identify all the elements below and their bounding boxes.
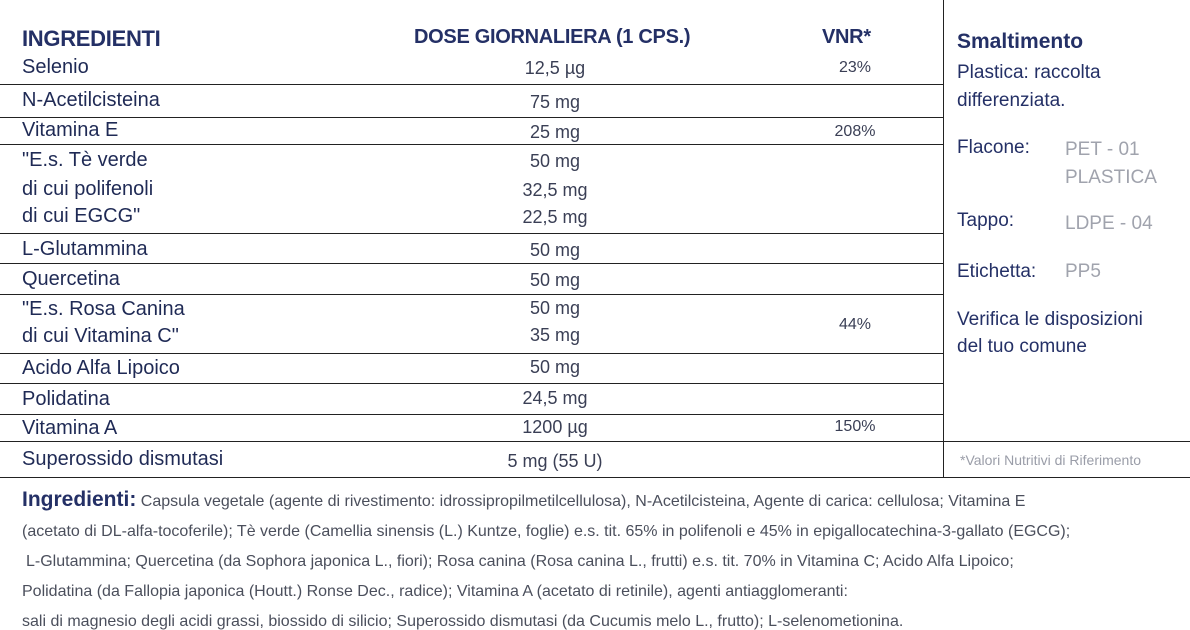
disposal-intro-cont: differenziata. (957, 90, 1066, 111)
disposal-title: Smaltimento (957, 30, 1084, 53)
ingredient-name: di cui polifenoli (22, 178, 154, 200)
ingredient-name: Superossido dismutasi (22, 448, 224, 470)
row-divider (0, 144, 943, 145)
ingredient-name: Vitamina E (22, 119, 119, 141)
ingredient-dose: 50 mg (529, 298, 581, 318)
row-divider (0, 383, 943, 384)
row-divider (0, 263, 943, 264)
vnr-header: VNR* (822, 26, 871, 48)
row-divider (0, 117, 943, 118)
dose-header: DOSE GIORNALIERA (1 CPS.) (414, 26, 691, 48)
row-divider (0, 84, 943, 85)
ingredients-line: sali di magnesio degli acidi grassi, bio… (22, 613, 904, 630)
ingredients-line: (acetato di DL-alfa-tocoferile); Tè verd… (22, 523, 1071, 540)
row-divider (0, 441, 943, 442)
ingredient-name: Acido Alfa Lipoico (22, 357, 180, 379)
ingredient-name: di cui Vitamina C" (22, 325, 179, 347)
disposal-intro: Plastica: raccolta (957, 62, 1101, 83)
ingredient-dose: 50 mg (529, 151, 581, 171)
row-divider (0, 414, 943, 415)
ingredients-label: Ingredienti: (22, 488, 137, 511)
ingredient-dose: 1200 µg (522, 417, 588, 437)
ingredients-list: Ingredienti: Capsula vegetale (agente di… (22, 485, 1182, 630)
ingredient-vnr: 150% (834, 418, 876, 435)
ingredient-dose: 22,5 mg (522, 207, 588, 227)
row-divider (0, 353, 943, 354)
ingredient-dose: 24,5 mg (522, 388, 588, 408)
ingredient-dose: 25 mg (529, 122, 581, 142)
table-bottom-border (0, 477, 1190, 478)
cap-value: LDPE - 04 (1065, 213, 1153, 234)
ingredient-name: di cui EGCG" (22, 205, 141, 227)
ingredient-name: L-Glutammina (22, 238, 148, 260)
ingredients-line: Polidatina (da Fallopia japonica (Houtt.… (22, 583, 848, 600)
ingredient-name: Vitamina A (22, 417, 118, 439)
ingredient-name: "E.s. Rosa Canina (22, 298, 185, 320)
ingredient-dose: 50 mg (529, 357, 581, 377)
ingredient-name: N-Acetilcisteina (22, 89, 160, 111)
column-divider (943, 0, 944, 477)
ingredient-dose: 35 mg (529, 325, 581, 345)
ingredient-dose: 32,5 mg (522, 180, 588, 200)
ingredient-dose: 75 mg (529, 92, 581, 112)
ingredient-dose: 12,5 µg (524, 58, 586, 78)
ingredients-line: Ingredienti: Capsula vegetale (agente di… (22, 485, 1182, 517)
ingredients-text: Capsula vegetale (agente di rivestimento… (140, 493, 1026, 510)
ingredient-vnr: 208% (834, 123, 876, 140)
cap-label: Tappo: (957, 210, 1015, 231)
ingredient-name: Selenio (22, 56, 89, 78)
ingredient-name: Polidatina (22, 388, 110, 410)
row-divider (0, 233, 943, 234)
bottle-value: PET - 01 (1065, 139, 1140, 160)
bottle-value-material: PLASTICA (1065, 167, 1157, 188)
footnote-divider (943, 441, 1190, 442)
row-divider (0, 294, 943, 295)
ingredient-vnr: 23% (838, 59, 872, 76)
disposal-note-cont: del tuo comune (957, 336, 1087, 357)
ingredient-name: Quercetina (22, 268, 120, 290)
ingredient-vnr: 44% (838, 316, 872, 333)
label-value: PP5 (1065, 261, 1101, 282)
ingredient-dose: 5 mg (55 U) (507, 451, 603, 471)
disposal-note: Verifica le disposizioni (957, 309, 1143, 330)
ingredient-dose: 50 mg (529, 240, 581, 260)
ingredient-dose: 50 mg (529, 270, 581, 290)
ingredients-header: INGREDIENTI (22, 26, 161, 51)
vnr-footnote: *Valori Nutritivi di Riferimento (960, 452, 1142, 468)
ingredient-name: "E.s. Tè verde (22, 149, 148, 171)
bottle-label: Flacone: (957, 137, 1030, 158)
ingredients-line: L-Glutammina; Quercetina (da Sophora jap… (26, 553, 1014, 570)
label-label: Etichetta: (957, 261, 1037, 282)
